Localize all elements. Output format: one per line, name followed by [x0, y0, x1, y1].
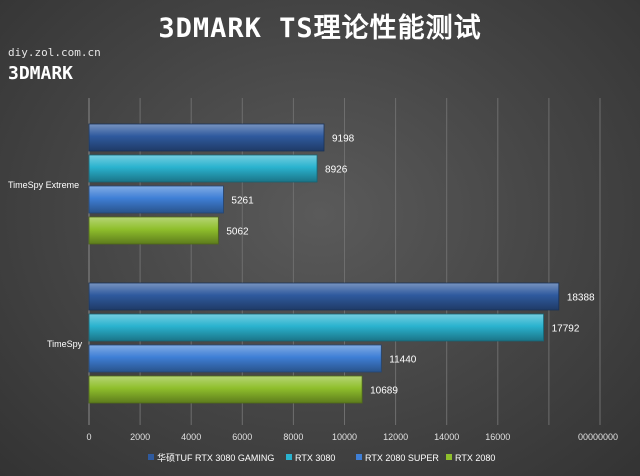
x-tick-label: 6000 [232, 432, 252, 442]
legend-entry: RTX 2080 SUPER [365, 453, 439, 463]
bar [88, 185, 224, 214]
page-title: 3DMARK TS理论性能测试 [158, 13, 482, 44]
bar [88, 123, 325, 152]
bar [88, 375, 363, 404]
x-tick-label: 4000 [181, 432, 201, 442]
x-tick-label: 00000000 [578, 432, 618, 442]
watermark: diy.zol.com.cn [8, 46, 101, 59]
legend-swatch [446, 454, 452, 460]
x-tick-label: 12000 [383, 432, 408, 442]
bar [88, 282, 560, 311]
bar [88, 344, 382, 373]
bar [88, 313, 544, 342]
chart-subtitle: 3DMARK [8, 63, 74, 84]
legend-entry: RTX 3080 [295, 453, 335, 463]
x-tick-label: 8000 [283, 432, 303, 442]
data-label: 17792 [552, 324, 580, 335]
data-label: 8926 [325, 165, 348, 176]
x-tick-label: 14000 [434, 432, 459, 442]
category-label: TimeSpy [47, 339, 83, 349]
legend-entry: 华硕TUF RTX 3080 GAMING [157, 452, 274, 463]
bar [88, 154, 318, 183]
data-label: 5261 [231, 196, 254, 207]
legend-swatch [286, 454, 292, 460]
x-tick-label: 16000 [485, 432, 510, 442]
legend-swatch [356, 454, 362, 460]
data-label: 5062 [226, 227, 249, 238]
bar [88, 216, 219, 245]
data-label: 10689 [370, 386, 398, 397]
data-label: 11440 [389, 355, 417, 366]
data-label: 9198 [332, 134, 355, 145]
data-label: 18388 [567, 293, 595, 304]
x-tick-label: 2000 [130, 432, 150, 442]
category-label: TimeSpy Extreme [8, 180, 79, 190]
legend-swatch [148, 454, 154, 460]
x-tick-label: 10000 [332, 432, 357, 442]
legend-entry: RTX 2080 [455, 453, 495, 463]
x-tick-label: 0 [86, 432, 91, 442]
